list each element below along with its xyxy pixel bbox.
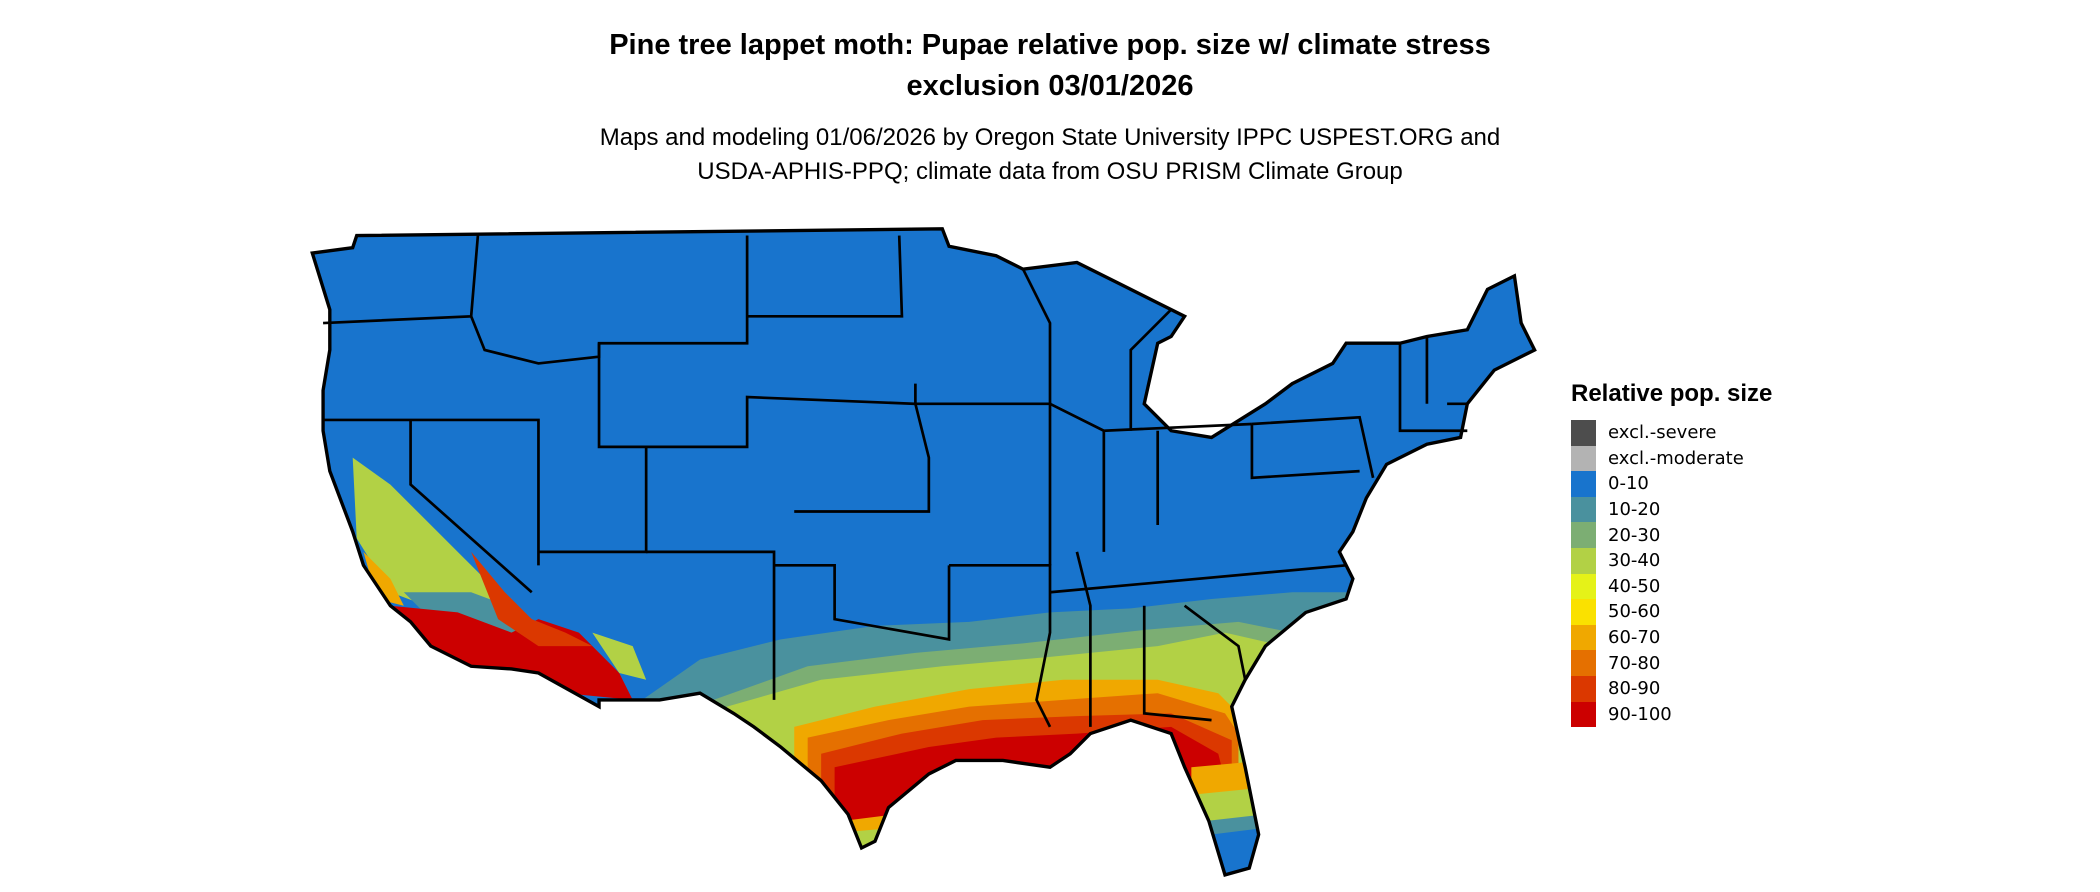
arizona-80-90 [471, 551, 593, 647]
socal-arizona-90-100 [390, 605, 633, 700]
legend-label: 60-70 [1608, 627, 1661, 649]
legend-label: 20-30 [1608, 524, 1661, 546]
legend-item: 0-10 [1571, 471, 1772, 497]
legend-swatch [1571, 701, 1596, 728]
legend-item: 20-30 [1571, 522, 1772, 548]
legend-label: 80-90 [1608, 678, 1661, 700]
arizona-30-40 [592, 632, 647, 680]
legend-label: 0-10 [1608, 473, 1649, 495]
legend-swatch [1571, 675, 1596, 702]
subtitle-line-1: Maps and modeling 01/06/2026 by Oregon S… [599, 124, 1501, 151]
legend-swatch [1571, 624, 1596, 651]
legend-swatch [1571, 420, 1596, 446]
legend-swatch [1571, 471, 1596, 497]
legend-item: 30-40 [1571, 547, 1772, 574]
legend-label: 70-80 [1608, 652, 1661, 674]
legend-item: 80-90 [1571, 675, 1772, 702]
legend-label: excl.-severe [1608, 422, 1717, 444]
legend-swatch [1571, 573, 1596, 600]
legend-swatch [1571, 522, 1596, 548]
legend-item: 10-20 [1571, 496, 1772, 523]
legend-swatch [1571, 445, 1596, 472]
legend-swatch [1571, 599, 1596, 625]
map-title-line-1: Pine tree lappet moth: Pupae relative po… [609, 29, 1491, 61]
legend-swatch [1571, 496, 1596, 523]
legend-item: excl.-severe [1571, 420, 1772, 446]
california-30-40 [352, 457, 512, 613]
legend-item: 90-100 [1571, 701, 1772, 728]
legend-item: 70-80 [1571, 650, 1772, 676]
legend-item: 60-70 [1571, 624, 1772, 651]
map-title-line-2: exclusion 03/01/2026 [906, 70, 1194, 102]
legend-title: Relative pop. size [1571, 380, 1773, 407]
legend-label: 40-50 [1608, 575, 1661, 597]
legend-label: excl.-moderate [1608, 447, 1744, 469]
legend-label: 10-20 [1608, 499, 1661, 521]
legend-label: 90-100 [1608, 703, 1672, 725]
state-borders [323, 235, 1468, 728]
legend-item: 40-50 [1571, 573, 1772, 600]
legend-label: 50-60 [1608, 601, 1661, 623]
california-60-70 [363, 551, 404, 606]
legend-label: 30-40 [1608, 550, 1661, 572]
legend-item: 50-60 [1571, 599, 1772, 625]
legend: Relative pop. size excl.-severe excl.-mod… [1571, 380, 1773, 728]
legend-swatch [1571, 650, 1596, 676]
subtitle-line-2: USDA-APHIS-PPQ; climate data from OSU PR… [697, 158, 1403, 185]
legend-item: excl.-moderate [1571, 445, 1772, 472]
legend-swatch [1571, 547, 1596, 574]
